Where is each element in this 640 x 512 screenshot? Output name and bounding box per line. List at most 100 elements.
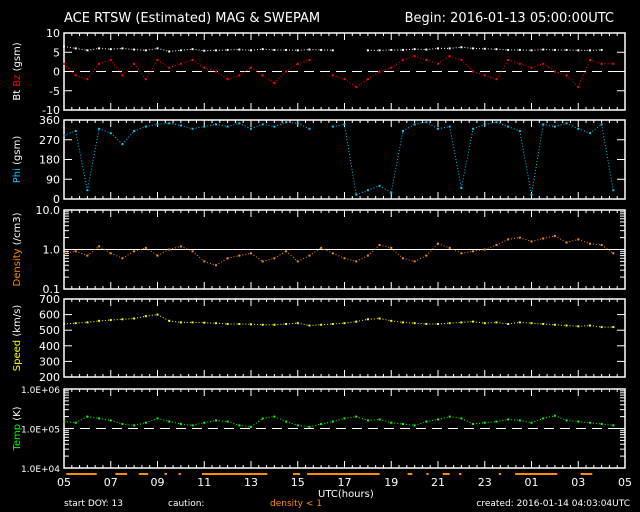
x-tick-label: 09 <box>151 476 165 489</box>
caution-segment <box>498 473 502 475</box>
y-axis-label: Phi (gsm) <box>12 136 23 184</box>
data-trace-speed <box>461 321 474 323</box>
data-trace-phi <box>484 121 497 125</box>
data-trace-phi <box>250 123 263 130</box>
data-trace-bt <box>87 47 100 51</box>
data-trace-temp <box>496 418 509 423</box>
data-trace-temp <box>367 418 380 421</box>
caution-segment <box>459 473 462 475</box>
data-trace-speed <box>145 314 158 317</box>
data-point-bt <box>63 45 65 48</box>
x-tick-label: 19 <box>384 476 398 489</box>
data-trace-bz <box>297 59 310 65</box>
data-trace-speed <box>554 324 567 327</box>
data-trace-speed <box>286 322 298 325</box>
data-trace-temp <box>321 421 333 425</box>
caution-label: caution: <box>168 499 205 509</box>
data-trace-phi <box>262 123 275 128</box>
data-trace-temp <box>98 417 111 421</box>
data-trace-temp <box>134 422 146 426</box>
data-trace-bz <box>110 59 123 76</box>
data-trace-density <box>344 257 357 262</box>
data-trace-temp <box>589 422 602 425</box>
data-trace-bz <box>86 63 100 80</box>
data-trace-phi <box>566 122 579 130</box>
data-trace-bt <box>122 47 135 51</box>
data-trace-phi <box>519 130 532 195</box>
data-trace-bz <box>122 63 135 76</box>
y-tick-label: 90 <box>46 173 60 186</box>
data-trace-temp <box>285 421 298 426</box>
x-tick-label: 05 <box>57 476 71 489</box>
data-trace-phi <box>449 126 462 189</box>
caution-segment <box>164 473 167 475</box>
data-point-bz <box>179 62 182 65</box>
y-axis-label-part: (/cm3) <box>12 212 23 248</box>
data-trace-temp <box>122 423 135 426</box>
y-axis-label: Speed (km/s) <box>12 305 23 372</box>
data-trace-speed <box>519 321 532 324</box>
data-trace-bz <box>577 59 591 88</box>
data-point-temp <box>63 420 65 423</box>
data-trace-phi <box>133 126 146 132</box>
data-trace-phi <box>297 122 310 130</box>
data-trace-phi <box>367 185 380 191</box>
x-tick-label: 15 <box>291 476 305 489</box>
data-trace-bz <box>496 59 509 80</box>
data-trace-phi <box>554 122 567 128</box>
y-tick-label: 1.0 <box>43 244 61 257</box>
data-trace-phi <box>496 121 509 128</box>
data-trace-speed <box>496 321 509 325</box>
data-trace-phi <box>215 123 228 128</box>
data-trace-temp <box>566 419 579 423</box>
data-trace-speed <box>367 318 380 320</box>
data-trace-phi <box>169 122 181 126</box>
data-trace-bt <box>169 49 181 52</box>
data-trace-bt <box>250 48 263 51</box>
data-trace-phi <box>437 126 450 130</box>
data-trace-speed <box>110 318 123 321</box>
data-trace-phi <box>204 123 217 128</box>
data-trace-phi <box>402 123 415 132</box>
y-tick-label: 1.0E+06 <box>21 386 60 396</box>
data-trace-temp <box>309 423 322 428</box>
data-trace-density <box>250 252 263 262</box>
x-tick-label: 23 <box>478 476 492 489</box>
y-tick-label: 500 <box>39 324 60 337</box>
data-trace-bz <box>449 55 462 61</box>
data-point-temp <box>612 424 615 427</box>
data-trace-bz <box>589 59 602 65</box>
x-tick-label: 03 <box>571 476 585 489</box>
caution-segment <box>307 473 380 475</box>
caution-segment <box>201 473 268 475</box>
data-trace-phi <box>460 128 474 189</box>
y-axis-label-part: (K) <box>12 406 23 424</box>
data-trace-bt <box>402 48 415 51</box>
data-trace-phi <box>180 125 193 130</box>
data-trace-temp <box>180 423 193 426</box>
data-trace-density <box>543 235 555 239</box>
x-tick-label: 05 <box>618 476 632 489</box>
data-point-bt <box>600 48 603 51</box>
data-trace-bz <box>426 59 439 65</box>
data-trace-temp <box>437 416 450 420</box>
data-trace-bz <box>542 63 556 72</box>
data-trace-speed <box>578 325 590 327</box>
data-trace-bz <box>379 67 392 72</box>
panel-frame <box>63 119 626 200</box>
data-trace-temp <box>508 418 520 421</box>
data-trace-speed <box>449 321 462 324</box>
data-trace-speed <box>531 322 544 325</box>
data-trace-phi <box>601 124 614 191</box>
data-trace-speed <box>484 321 497 324</box>
data-trace-density <box>133 247 146 252</box>
y-tick-label: 400 <box>39 340 60 353</box>
data-trace-phi <box>86 128 100 191</box>
data-trace-bz <box>332 74 345 80</box>
data-trace-bt <box>110 47 123 50</box>
data-trace-bt <box>145 47 158 51</box>
data-trace-temp <box>344 416 357 419</box>
data-trace-phi <box>157 122 170 125</box>
data-trace-bt <box>426 47 439 51</box>
